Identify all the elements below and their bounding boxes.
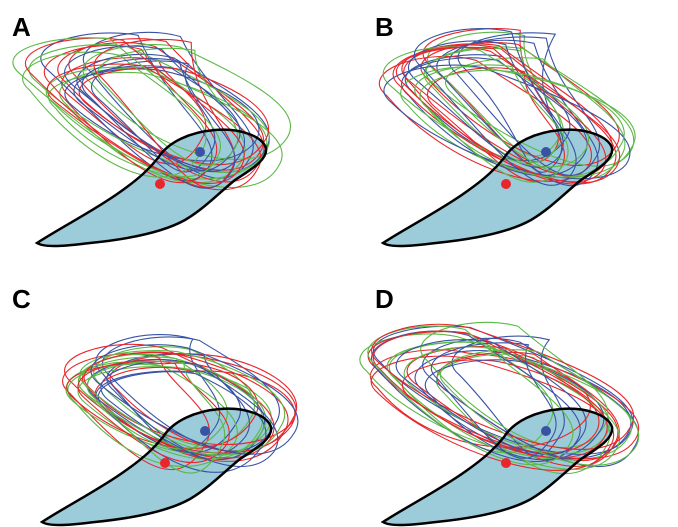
trajectory-loop bbox=[73, 65, 241, 172]
red-point bbox=[160, 458, 170, 468]
trajectory-loop bbox=[372, 330, 608, 459]
trajectory-loop bbox=[62, 353, 210, 471]
panel: B bbox=[375, 12, 636, 248]
trajectory-loop bbox=[28, 44, 271, 173]
trajectory-loop bbox=[371, 323, 635, 450]
trajectory-loop bbox=[77, 353, 267, 456]
trajectory-loop bbox=[430, 342, 557, 459]
panel: A bbox=[12, 12, 292, 248]
trajectory-loop bbox=[59, 67, 246, 184]
trajectory-loop bbox=[93, 39, 236, 188]
panel-label: A bbox=[12, 12, 31, 42]
trajectory-loop bbox=[78, 66, 270, 166]
trajectory-loop bbox=[24, 37, 245, 184]
trajectory-loop bbox=[97, 371, 267, 473]
trajectory-loop bbox=[424, 359, 605, 461]
trajectory-loop bbox=[404, 54, 571, 162]
trajectory-loop bbox=[414, 64, 569, 183]
panel-label: B bbox=[375, 12, 394, 42]
trajectory-loop bbox=[86, 360, 226, 474]
trajectory-loop bbox=[378, 55, 593, 182]
trajectory-loop bbox=[64, 343, 275, 459]
red-point bbox=[155, 179, 165, 189]
blue-point bbox=[541, 426, 551, 436]
panel: D bbox=[359, 284, 640, 527]
trajectory-loop bbox=[370, 355, 615, 471]
trajectory-loop bbox=[395, 46, 607, 183]
trajectory-loop bbox=[77, 360, 230, 464]
trajectory-loop bbox=[64, 45, 246, 173]
trajectory-loop bbox=[77, 366, 264, 460]
panel-label: C bbox=[12, 284, 31, 314]
trajectory-loop bbox=[386, 341, 621, 470]
panel-label: D bbox=[375, 284, 394, 314]
red-point bbox=[501, 179, 511, 189]
trajectory-loop bbox=[79, 350, 286, 455]
trajectory-loop bbox=[12, 37, 221, 178]
trajectory-loop bbox=[419, 69, 625, 178]
trajectory-loop bbox=[436, 39, 599, 187]
panel: C bbox=[12, 284, 299, 527]
red-point bbox=[501, 458, 511, 468]
trajectory-loop bbox=[68, 38, 265, 183]
trajectory-loop bbox=[81, 58, 236, 189]
trajectory-loop bbox=[367, 325, 574, 466]
trajectory-loop bbox=[83, 351, 297, 445]
trajectory-loop bbox=[423, 47, 564, 164]
blue-point bbox=[200, 426, 210, 436]
blue-point bbox=[541, 147, 551, 157]
trajectory-loop bbox=[370, 330, 581, 462]
trajectory-loop bbox=[426, 67, 565, 183]
trajectory-loop bbox=[395, 339, 587, 456]
trajectory-loop bbox=[94, 366, 296, 454]
trajectory-loop bbox=[90, 344, 299, 455]
trajectory-loop bbox=[47, 71, 268, 180]
trajectory-loop bbox=[439, 349, 640, 466]
tongue-shape bbox=[383, 129, 613, 247]
trajectory-loop bbox=[382, 46, 590, 168]
blue-point bbox=[195, 147, 205, 157]
trajectory-loop bbox=[413, 28, 577, 186]
trajectory-loop bbox=[97, 47, 239, 166]
trajectory-loop bbox=[22, 51, 207, 178]
trajectory-loop bbox=[100, 360, 279, 467]
trajectory-loop bbox=[67, 363, 238, 468]
trajectory-loop bbox=[426, 31, 562, 157]
trajectory-loop bbox=[43, 45, 218, 184]
